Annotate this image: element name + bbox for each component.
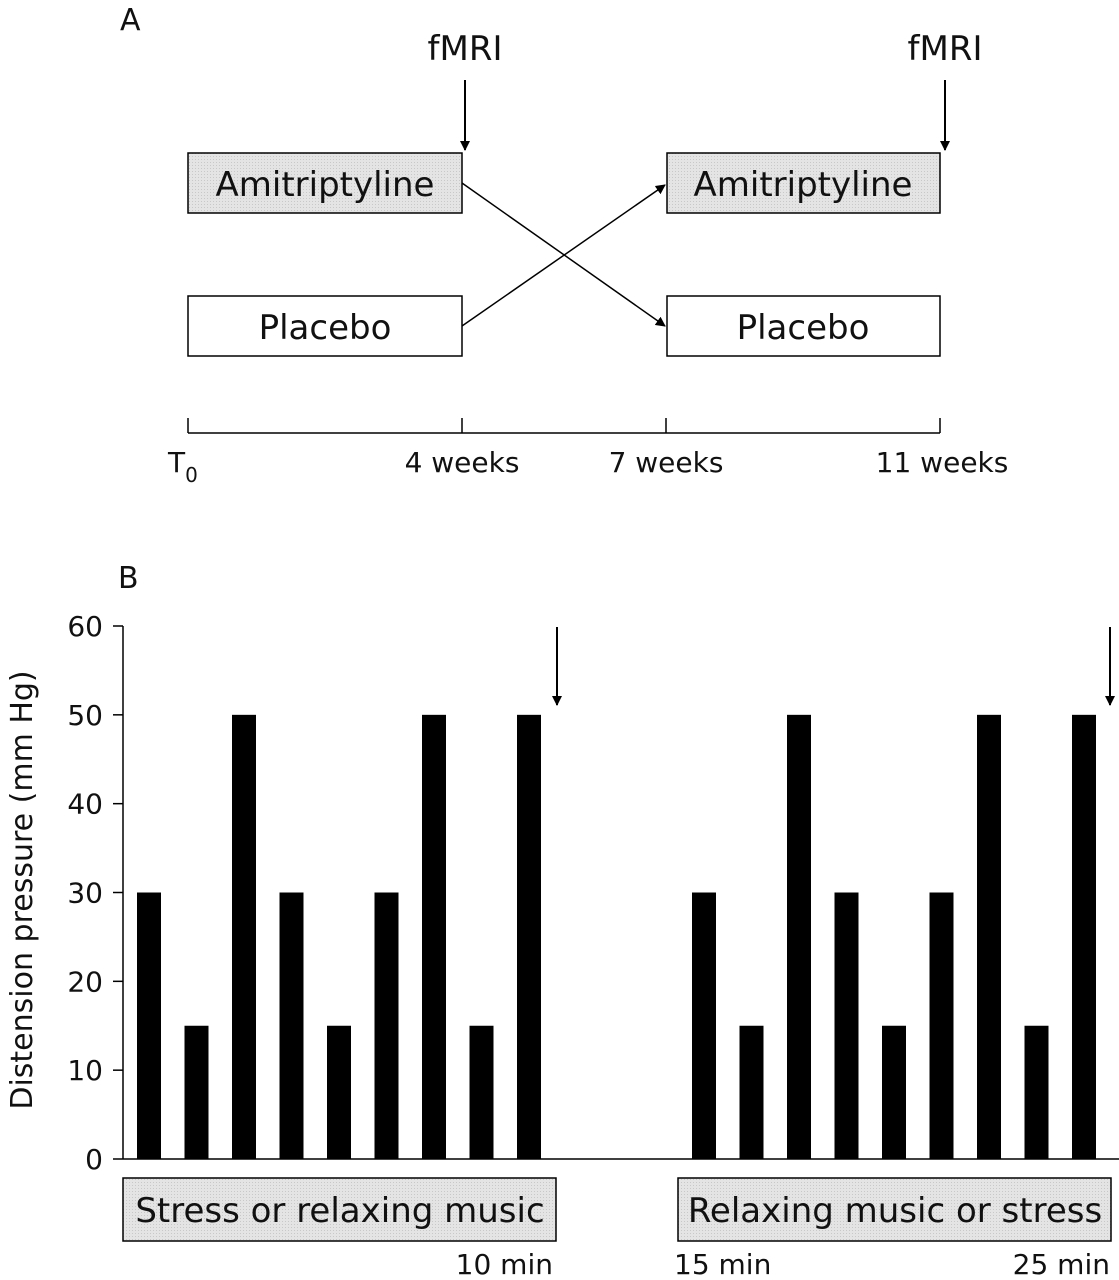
y-tick-label: 10 [67,1054,103,1087]
timeline-label-7-weeks: 7 weeks [609,446,724,479]
box-placebo-period-2 [666,295,941,357]
box-amitriptyline-label-2: Amitriptyline [694,165,913,205]
panel-b-label: B [118,561,139,596]
bar-sequence-2-1 [692,892,716,1159]
time-label-10-min: 10 min [456,1248,553,1280]
y-axis: 0 10 20 30 40 50 60 [67,610,1119,1176]
box-amitriptyline-period-1 [187,152,463,214]
y-tick-label: 60 [67,610,103,643]
panel-a-label: A [120,3,141,38]
bar-sequence-2-4 [834,892,859,1159]
bar-sequence-1-8 [469,1025,494,1159]
condition-box-1 [122,1177,557,1242]
fmri-label-2: fMRI [908,29,983,69]
y-tick-label: 0 [85,1143,103,1176]
bar-sequence-1-4 [279,892,304,1159]
timeline-label-11-weeks: 11 weeks [876,446,1009,479]
time-label-15-min: 15 min [674,1248,771,1280]
bar-sequence-2-6 [929,892,954,1159]
timeline-label-t0: T0 [167,446,198,487]
crossover-arrow-placebo-to-amitriptyline [461,184,666,327]
timeline-label-4-weeks: 4 weeks [405,446,520,479]
condition-label-1: Stress or relaxing music [135,1191,544,1231]
condition-label-2: Relaxing music or stress [688,1191,1102,1231]
bar-sequence-2-5 [882,1025,906,1159]
time-label-25-min: 25 min [1013,1248,1110,1280]
y-tick-label: 50 [67,699,103,732]
box-amitriptyline-label-1: Amitriptyline [216,165,435,205]
bar-sequence-2-9 [1072,714,1096,1159]
bar-sequence-1-5 [327,1025,351,1159]
box-amitriptyline-period-2 [666,152,941,214]
bar-sequence-1-2 [184,1025,209,1159]
timeline [187,418,941,434]
y-tick-label: 30 [67,877,103,910]
bars [137,714,1096,1159]
y-tick-label: 20 [67,965,103,998]
panel-a: A fMRI fMRI Amitriptyline Placebo Amitri… [120,3,1008,487]
box-placebo-period-1 [187,295,463,357]
bar-sequence-1-9 [517,714,541,1159]
bar-sequence-2-2 [739,1025,764,1159]
y-tick-label: 40 [67,788,103,821]
crossover-arrow-amitriptyline-to-placebo [461,182,666,327]
condition-box-2 [677,1177,1112,1242]
bar-sequence-2-7 [977,714,1001,1159]
bar-sequence-2-8 [1024,1025,1049,1159]
fmri-label-1: fMRI [428,29,503,69]
box-placebo-label-2: Placebo [737,308,870,348]
bar-sequence-1-1 [137,892,161,1159]
bar-sequence-1-6 [374,892,399,1159]
bar-sequence-2-3 [787,714,811,1159]
bar-sequence-1-7 [422,714,446,1159]
panel-b: B Distension pressure (mm Hg) 0 10 20 30 40 5… [5,561,1119,1280]
bar-sequence-1-3 [232,714,256,1159]
box-placebo-label-1: Placebo [259,308,392,348]
y-axis-label: Distension pressure (mm Hg) [5,670,40,1109]
